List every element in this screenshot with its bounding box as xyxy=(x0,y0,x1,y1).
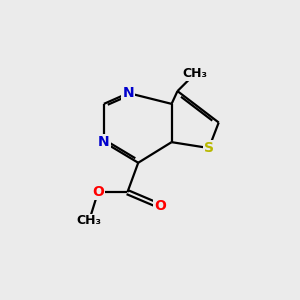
Text: S: S xyxy=(204,141,214,155)
Text: N: N xyxy=(123,86,134,100)
Text: CH₃: CH₃ xyxy=(183,67,208,80)
Text: O: O xyxy=(154,199,166,213)
Text: O: O xyxy=(92,185,104,199)
Text: N: N xyxy=(98,135,110,149)
Text: CH₃: CH₃ xyxy=(76,214,102,227)
